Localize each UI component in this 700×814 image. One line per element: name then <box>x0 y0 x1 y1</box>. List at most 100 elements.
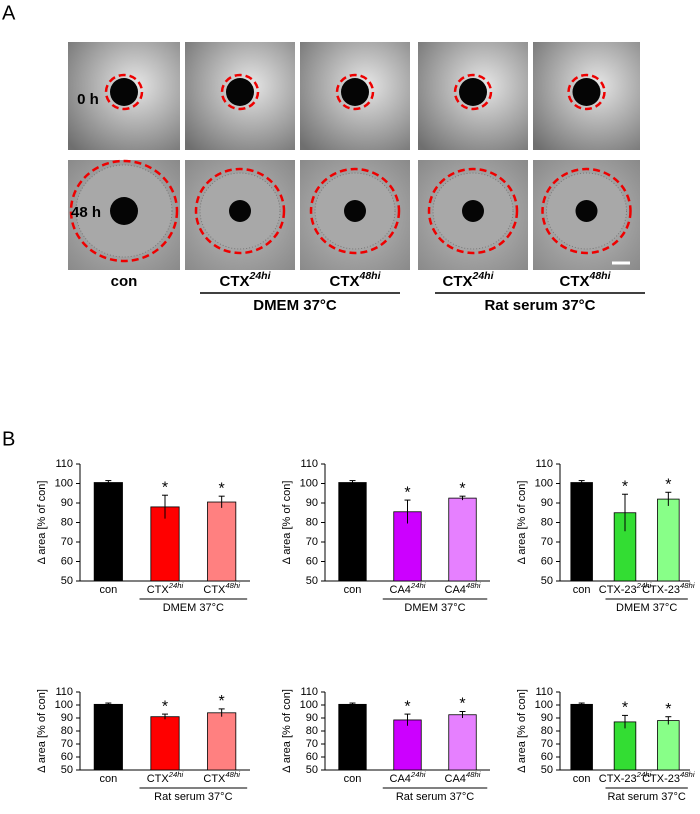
gap <box>341 78 369 106</box>
column-label: CTX48hi <box>559 270 611 290</box>
label-superscript: 48hi <box>680 770 695 779</box>
label-text: CTX <box>203 584 226 596</box>
label-superscript: 48hi <box>358 270 381 282</box>
y-tick-label: 60 <box>306 555 318 567</box>
significance: * <box>162 698 168 715</box>
label-text: CTX <box>559 273 589 290</box>
label-superscript: 48hi <box>466 581 481 590</box>
row-label: 48 h <box>71 204 101 221</box>
column-label: con <box>99 773 117 785</box>
significance: * <box>219 693 225 710</box>
y-tick-label: 100 <box>535 477 553 489</box>
label-text: CTX <box>329 273 359 290</box>
gap <box>459 78 487 106</box>
outline <box>541 167 632 255</box>
gap <box>575 200 598 222</box>
y-axis-label: Δ area [% of con] <box>36 689 48 773</box>
y-tick-label: 110 <box>55 686 73 698</box>
y-tick-label: 80 <box>541 725 553 737</box>
bar <box>570 482 593 582</box>
outline <box>194 167 286 255</box>
y-tick-label: 80 <box>61 725 73 737</box>
bar <box>93 482 123 582</box>
y-tick-label: 50 <box>541 764 553 776</box>
bar <box>448 497 477 582</box>
column-label: CTX-2348hi <box>642 581 695 596</box>
label-text: CTX-23 <box>599 773 637 785</box>
group-label: Rat serum 37°C <box>396 791 474 803</box>
y-tick-label: 70 <box>541 536 553 548</box>
y-tick-label: 60 <box>541 555 553 567</box>
group-label: Rat serum 37°C <box>154 791 232 803</box>
label-text: CA4 <box>390 584 411 596</box>
y-tick-label: 110 <box>535 458 553 470</box>
y-tick-label: 100 <box>535 699 553 711</box>
significance: * <box>162 479 168 496</box>
gap <box>229 200 251 222</box>
y-axis-label: Δ area [% of con] <box>281 689 293 773</box>
y-tick-label: 90 <box>541 497 553 509</box>
y-tick-label: 60 <box>61 555 73 567</box>
gap <box>110 197 138 225</box>
gap <box>462 200 484 222</box>
label-superscript: 24hi <box>636 770 652 779</box>
column-label: CTX24hi <box>147 581 184 596</box>
column-label: CA448hi <box>445 770 481 785</box>
significance: * <box>404 484 410 501</box>
y-tick-label: 50 <box>61 575 73 587</box>
bar <box>448 714 477 771</box>
column-label: CTX-2324hi <box>599 770 652 785</box>
bar <box>150 716 180 771</box>
significance: * <box>665 701 671 718</box>
label-superscript: 24hi <box>168 581 184 590</box>
y-tick-label: 60 <box>306 751 318 763</box>
label-superscript: 48hi <box>680 581 695 590</box>
y-tick-label: 70 <box>61 738 73 750</box>
y-tick-label: 100 <box>55 699 73 711</box>
label-text: CTX-23 <box>599 584 637 596</box>
y-tick-label: 100 <box>300 699 318 711</box>
row-label: 0 h <box>77 91 99 108</box>
label-superscript: 48hi <box>225 581 240 590</box>
y-tick-label: 50 <box>306 575 318 587</box>
label-superscript: 24hi <box>168 770 184 779</box>
y-tick-label: 90 <box>306 712 318 724</box>
y-axis-label: Δ area [% of con] <box>516 481 528 565</box>
significance: * <box>404 698 410 715</box>
column-label: CA424hi <box>390 770 426 785</box>
gap <box>572 78 601 106</box>
y-tick-label: 70 <box>61 536 73 548</box>
label-superscript: 24hi <box>248 270 271 282</box>
column-label: con <box>111 273 138 290</box>
y-tick-label: 90 <box>541 712 553 724</box>
label-text: CTX <box>219 273 249 290</box>
bar <box>207 712 237 771</box>
label-text: con <box>99 584 117 596</box>
label-text: CTX <box>147 584 170 596</box>
y-tick-label: 90 <box>61 712 73 724</box>
y-tick-label: 70 <box>306 536 318 548</box>
y-axis-label: Δ area [% of con] <box>516 689 528 773</box>
label-text: CA4 <box>390 773 411 785</box>
y-tick-label: 100 <box>55 477 73 489</box>
column-label: con <box>99 584 117 596</box>
group-label: DMEM 37°C <box>163 602 224 614</box>
significance: * <box>219 480 225 497</box>
y-tick-label: 80 <box>61 516 73 528</box>
label-superscript: 24hi <box>636 581 652 590</box>
group-label: Rat serum 37°C <box>484 297 595 314</box>
panel-label: A <box>2 2 16 24</box>
label-superscript: 24hi <box>471 270 494 282</box>
bar <box>657 498 680 582</box>
label-text: con <box>99 773 117 785</box>
bar <box>338 703 367 771</box>
column-label: con <box>344 773 362 785</box>
label-text: con <box>344 773 362 785</box>
y-tick-label: 70 <box>306 738 318 750</box>
group-label: Rat serum 37°C <box>607 791 685 803</box>
y-tick-label: 110 <box>55 458 73 470</box>
y-tick-label: 110 <box>300 686 318 698</box>
group-label: DMEM 37°C <box>253 297 337 314</box>
y-tick-label: 80 <box>306 725 318 737</box>
